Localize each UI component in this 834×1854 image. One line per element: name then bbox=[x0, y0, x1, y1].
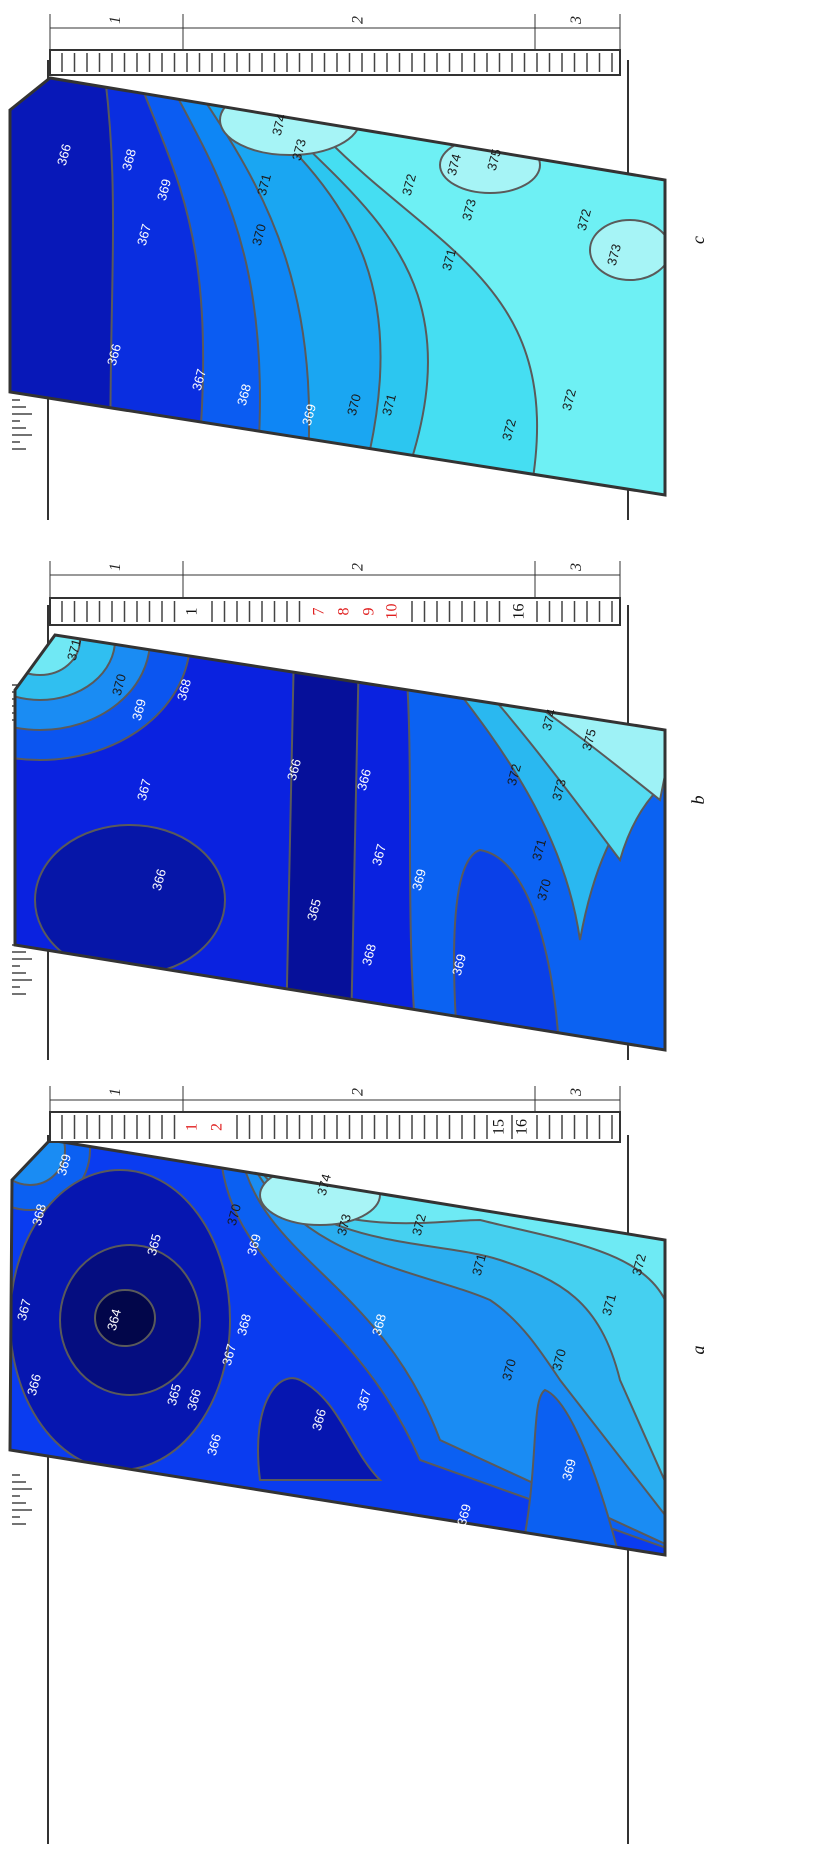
strip-number: 1 bbox=[184, 608, 201, 616]
strip-number: 9 bbox=[361, 608, 378, 616]
panel-label: a bbox=[688, 1346, 708, 1355]
panel-label: b bbox=[688, 796, 708, 805]
zone-label: 3 bbox=[568, 563, 585, 572]
zone-label: 1 bbox=[107, 563, 124, 571]
zone-label: 3 bbox=[568, 16, 585, 25]
contour-zone bbox=[590, 220, 670, 280]
strip-number: 16 bbox=[514, 1119, 531, 1135]
strip-number: 15 bbox=[491, 1119, 508, 1135]
contour-zone bbox=[95, 1290, 155, 1346]
strip-number: 10 bbox=[384, 604, 401, 620]
strip-number: 7 bbox=[311, 608, 328, 616]
zone-label: 2 bbox=[350, 16, 367, 24]
strip-number: 16 bbox=[511, 604, 528, 620]
layer-strip bbox=[50, 1112, 620, 1142]
zone-label: 3 bbox=[568, 1088, 585, 1097]
strip-number: 2 bbox=[209, 1123, 226, 1131]
panel-label: c bbox=[688, 236, 708, 244]
panel: 3663683693673743733713703723743753733713… bbox=[10, 14, 708, 540]
zone-label: 2 bbox=[350, 1088, 367, 1096]
zone-label: 1 bbox=[107, 1088, 124, 1096]
zone-label: 2 bbox=[350, 563, 367, 571]
strip-number: 8 bbox=[336, 608, 353, 616]
strip-number: 1 bbox=[184, 1123, 201, 1131]
contour-map bbox=[10, 40, 700, 540]
contour-zone bbox=[220, 85, 360, 155]
zone-label: 1 bbox=[107, 16, 124, 24]
layer-strip bbox=[50, 50, 620, 75]
figure: 3663683693673743733713703723743753733713… bbox=[0, 0, 834, 1854]
